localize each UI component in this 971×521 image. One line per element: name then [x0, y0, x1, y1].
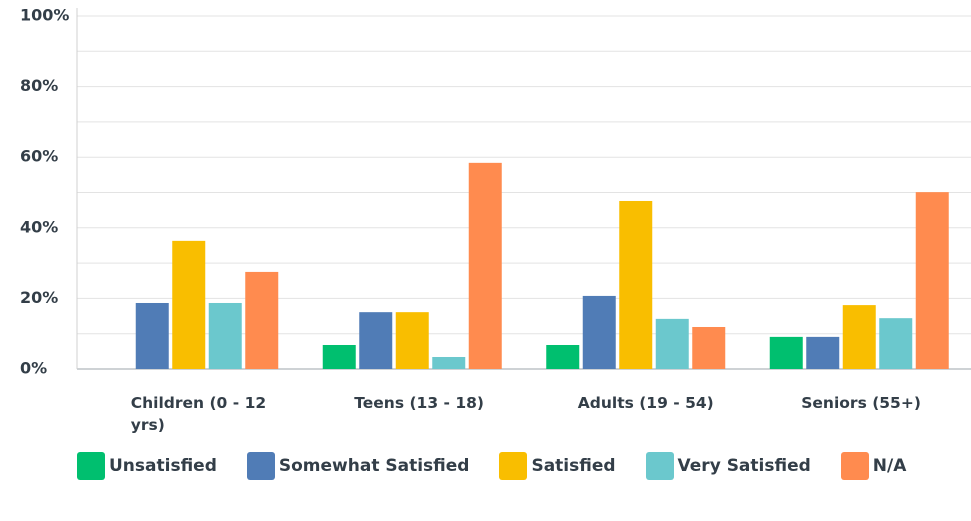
- legend-label: Unsatisfied: [109, 456, 217, 476]
- bar: [208, 302, 242, 369]
- plot: 0% 20% 40% 60% 80% 100%: [20, 6, 971, 378]
- legend-swatch: [246, 452, 275, 480]
- y-tick-label: 40%: [20, 217, 58, 236]
- bar: [692, 326, 726, 369]
- bar: [582, 295, 616, 369]
- legend-swatch: [499, 452, 528, 480]
- legend-item: Satisfied: [499, 452, 616, 480]
- y-tick-label: 100%: [20, 6, 69, 25]
- bar: [395, 312, 429, 369]
- bar: [915, 192, 949, 369]
- bar: [879, 318, 913, 369]
- bar: [769, 336, 803, 369]
- bar: [468, 162, 502, 369]
- bar: [172, 240, 206, 369]
- legend-label: Very Satisfied: [677, 456, 811, 476]
- x-tick-label: Adults (19 - 54): [577, 394, 714, 412]
- legend-label: N/A: [872, 456, 907, 476]
- bar: [619, 200, 653, 369]
- legend-item: N/A: [840, 452, 907, 480]
- legend-item: Unsatisfied: [77, 452, 217, 480]
- legend-label: Satisfied: [531, 456, 616, 476]
- legend-swatch: [840, 452, 869, 480]
- bar: [655, 318, 689, 369]
- x-tick-label: Teens (13 - 18): [354, 394, 484, 412]
- bar: [245, 271, 279, 369]
- bar: [806, 336, 840, 369]
- y-tick-label: 0%: [20, 359, 47, 378]
- y-tick-label: 80%: [20, 76, 58, 95]
- x-tick-label: Children (0 - 12 yrs): [130, 394, 267, 434]
- legend-item: Somewhat Satisfied: [246, 452, 470, 480]
- legend: Unsatisfied Somewhat Satisfied Satisfied Ve…: [77, 452, 957, 480]
- bar: [432, 356, 466, 369]
- bar: [359, 312, 393, 369]
- legend-label: Somewhat Satisfied: [278, 456, 470, 476]
- bar: [135, 302, 169, 369]
- legend-item: Very Satisfied: [645, 452, 811, 480]
- y-tick-label: 20%: [20, 288, 58, 307]
- y-tick-label: 60%: [20, 147, 58, 166]
- bar: [546, 344, 580, 369]
- bar: [322, 344, 356, 369]
- x-tick-label: Seniors (55+): [801, 394, 921, 412]
- legend-swatch: [645, 452, 674, 480]
- bar: [842, 305, 876, 369]
- legend-swatch: [77, 452, 105, 480]
